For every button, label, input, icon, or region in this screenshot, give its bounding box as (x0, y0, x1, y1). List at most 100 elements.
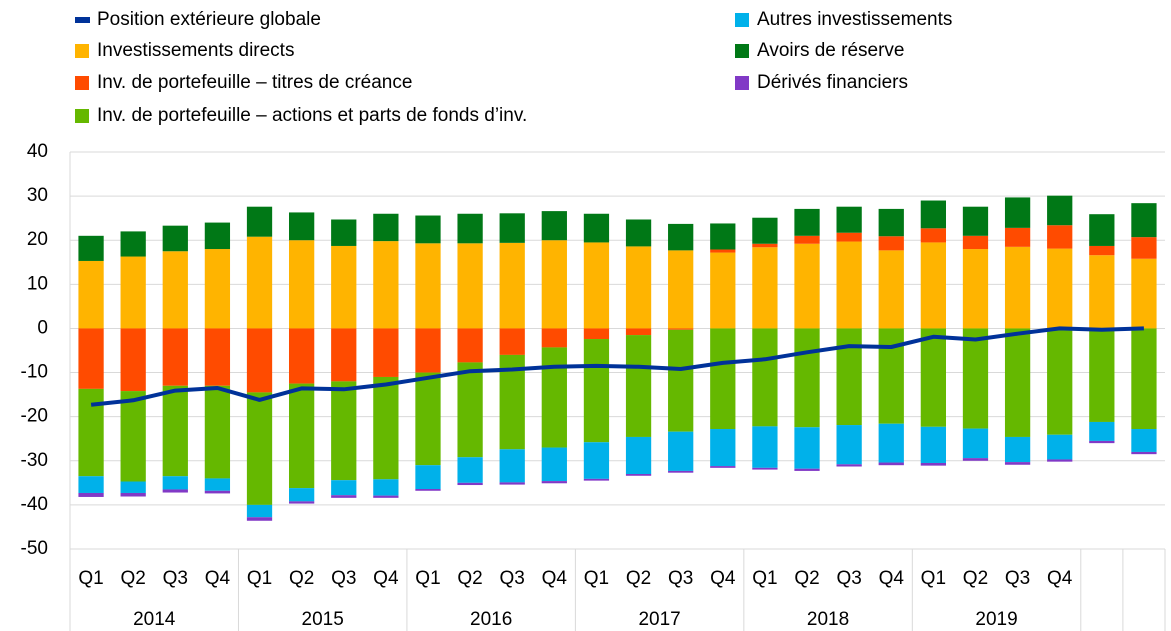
bar-segment (373, 213, 399, 242)
bar-segment (710, 466, 736, 468)
bar-segment (1047, 434, 1073, 460)
x-tick-label: Q2 (626, 568, 651, 589)
bar-segment (583, 478, 610, 481)
bar-segment (920, 328, 946, 427)
bar-segment (331, 495, 357, 498)
bar-segment (1131, 237, 1157, 259)
bar-segment (415, 489, 441, 491)
bar-segment (878, 208, 904, 237)
bar-segment (1047, 195, 1073, 226)
y-tick-label: 30 (27, 185, 48, 206)
bar-segment (499, 242, 525, 329)
bar-segment (415, 465, 441, 490)
bar-segment (878, 462, 904, 466)
bar-segment (331, 245, 357, 329)
bar-segment (78, 235, 104, 261)
bar-segment (583, 339, 610, 443)
bar-segment (373, 479, 399, 496)
line (90, 326, 1144, 407)
x-tick-label: Q4 (710, 568, 736, 589)
bar-segment (120, 231, 146, 257)
bar-segment (962, 235, 989, 250)
bar-segment (752, 217, 778, 244)
bar-segment (962, 458, 989, 461)
bar-segment (541, 447, 567, 482)
bar-segment (1089, 440, 1115, 444)
bar-segment (752, 467, 778, 470)
bar-segment (120, 492, 146, 497)
bar-segment (920, 242, 946, 329)
bar-segment (920, 228, 946, 243)
y-tick-label: 20 (27, 229, 48, 250)
x-tick-label: Q2 (794, 568, 819, 589)
bar-segment (120, 391, 146, 482)
bar-segment (204, 385, 231, 479)
bar-segment (1004, 246, 1031, 329)
bar-segment (78, 492, 104, 497)
bar-segment (836, 464, 862, 467)
bar-segment (836, 328, 862, 426)
x-tick-label: Q3 (668, 568, 693, 589)
bar-segment (625, 335, 652, 437)
bar-segment (1004, 197, 1031, 228)
bar-segment (1047, 225, 1073, 249)
y-tick-label: -30 (21, 450, 48, 471)
x-tick-label: Q3 (163, 568, 188, 589)
x-tick-label: Q2 (457, 568, 482, 589)
bar-segment (1131, 258, 1157, 329)
bar-segment (836, 206, 862, 233)
bar-segment (289, 240, 315, 329)
bar-segment (1131, 429, 1157, 452)
x-tick-label: Q4 (373, 568, 399, 589)
bar-segment (625, 219, 652, 247)
bar-segment (457, 457, 483, 483)
legend-swatch (735, 44, 749, 58)
y-tick-label: -50 (21, 538, 48, 559)
bar-segment (541, 481, 567, 484)
bar-segment (162, 225, 188, 252)
bar-segment (78, 260, 104, 329)
bar-segment (836, 241, 862, 329)
legend-label: Investissements directs (97, 40, 294, 61)
bar-segment (457, 328, 483, 363)
bar-segment (1089, 328, 1115, 422)
legend-label: Autres investissements (757, 9, 952, 30)
legend-swatch (735, 13, 749, 27)
bar-segment (1047, 248, 1073, 329)
bar-segment (836, 232, 862, 242)
bar-segment (710, 429, 736, 467)
bar-segment (1089, 245, 1115, 256)
bar-segment (710, 223, 736, 250)
y-tick-label: -10 (21, 362, 48, 383)
group-label: 2019 (975, 609, 1017, 630)
bar-segment (120, 256, 146, 329)
bar-segment (331, 480, 357, 496)
bar-segment (1089, 255, 1115, 329)
bar-segment (794, 235, 820, 244)
bar-segment (541, 328, 567, 348)
legend-label: Inv. de portefeuille – actions et parts … (97, 105, 527, 126)
x-tick-label: Q1 (752, 568, 777, 589)
bar-segment (962, 328, 989, 429)
bar-segment (204, 490, 231, 494)
bar-segment (962, 428, 989, 459)
x-tick-label: Q3 (1005, 568, 1030, 589)
x-tick-label: Q4 (1047, 568, 1073, 589)
bar-segment (1047, 328, 1073, 435)
group-label: 2018 (807, 609, 849, 630)
bar-segment (836, 425, 862, 465)
legend-swatch (75, 109, 89, 123)
bar-segment (1004, 462, 1031, 465)
x-tick-label: Q3 (500, 568, 525, 589)
bar-segment (499, 328, 525, 355)
bar-segment (289, 383, 315, 489)
bar-segment (415, 372, 441, 466)
bar-segment (583, 328, 610, 340)
bar-segment (541, 211, 567, 241)
bar-segment (794, 243, 820, 329)
x-tick-label: Q1 (78, 568, 103, 589)
bar-segment (415, 243, 441, 329)
bar-segment (794, 468, 820, 471)
bar-segment (625, 474, 652, 476)
bar-segment (499, 482, 525, 485)
